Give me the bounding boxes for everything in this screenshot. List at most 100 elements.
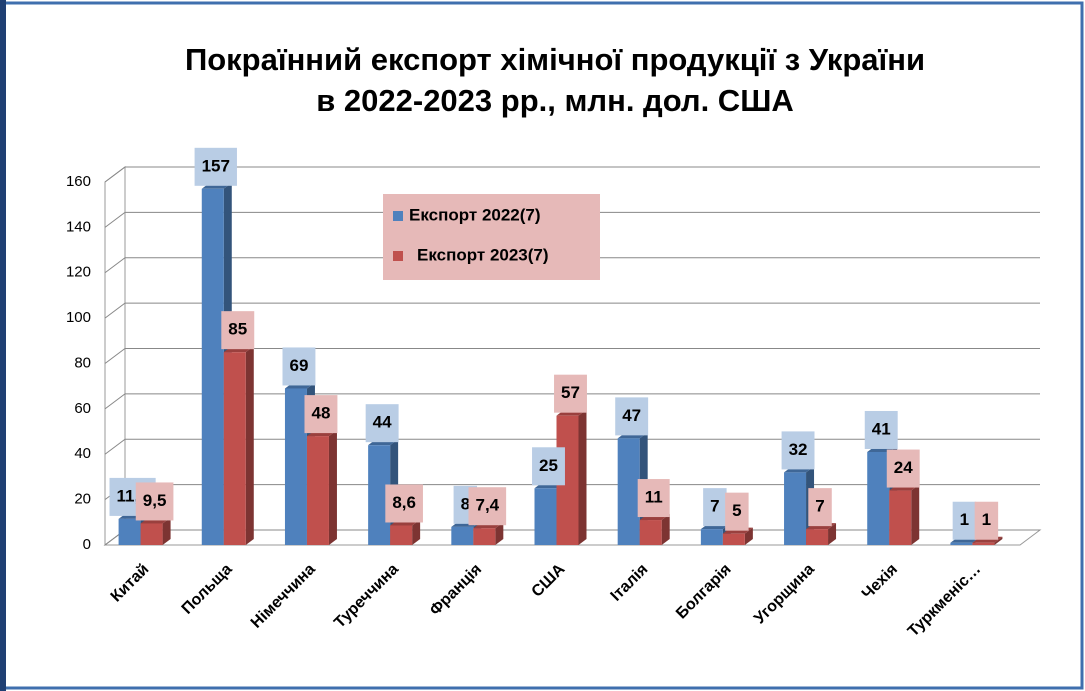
chart-title: в 2022-2023 рр., млн. дол. США	[316, 83, 794, 118]
frame-edge	[0, 0, 6, 691]
value-label: 69	[289, 356, 308, 375]
bar-side	[828, 523, 837, 545]
bar-front	[972, 542, 995, 545]
value-label: 44	[373, 413, 392, 432]
value-label-box	[781, 431, 815, 470]
value-label: 24	[894, 458, 913, 477]
bar-side	[162, 517, 171, 545]
value-label-box	[952, 501, 977, 540]
bar-front	[889, 490, 912, 545]
grid-line	[104, 438, 1040, 455]
y-tick-label: 160	[66, 173, 91, 190]
y-tick-label: 20	[74, 491, 91, 508]
value-label-box	[194, 147, 237, 186]
legend-label: Експорт 2022(7)	[409, 205, 541, 224]
bar-front	[722, 533, 745, 545]
value-label-box	[532, 447, 565, 486]
bar	[806, 523, 837, 545]
value-label-box	[365, 404, 399, 443]
y-tick-label: 0	[83, 536, 91, 553]
grid-line	[104, 211, 1040, 228]
grid-line	[104, 302, 1040, 319]
y-tick-label: 100	[66, 309, 91, 326]
bar	[639, 514, 670, 545]
bar-front	[223, 352, 246, 545]
y-tick-label: 140	[66, 218, 91, 235]
bar	[473, 522, 504, 545]
value-label-box	[864, 410, 898, 449]
legend-label: Експорт 2023(7)	[417, 245, 549, 264]
value-label: 41	[872, 419, 891, 438]
legend-swatch	[393, 251, 403, 261]
value-label-box	[808, 488, 832, 527]
bar-front	[118, 518, 141, 545]
bar-side	[578, 409, 587, 545]
value-label: 11	[645, 488, 663, 507]
bar-side	[495, 522, 504, 545]
value-label-box	[637, 479, 670, 518]
y-tick-label: 40	[74, 445, 91, 462]
bar	[223, 346, 254, 545]
value-label: 57	[561, 383, 580, 402]
value-label-box	[282, 347, 316, 386]
bar	[390, 519, 421, 545]
bar-front	[201, 188, 224, 545]
chart-title: Покраїнний експорт хімічної продукції з …	[185, 42, 925, 77]
bar-side	[412, 519, 421, 545]
value-label-box	[703, 488, 727, 527]
value-label: 8	[461, 494, 470, 513]
value-label: 7	[710, 497, 719, 516]
bar-front	[140, 523, 163, 545]
value-label-box	[554, 374, 587, 413]
value-label: 85	[228, 320, 247, 339]
value-label-box	[135, 482, 174, 521]
bar-side	[661, 514, 670, 545]
value-label: 157	[202, 156, 230, 175]
bar-side	[994, 536, 1003, 545]
value-label: 47	[622, 406, 641, 425]
bar-side	[328, 430, 337, 545]
value-label-box	[468, 487, 507, 526]
value-label: 9,5	[143, 491, 167, 510]
bar-front	[534, 488, 557, 545]
value-label-box	[974, 501, 999, 540]
y-tick-label: 120	[66, 264, 91, 281]
legend-swatch	[393, 211, 403, 221]
legend-box	[383, 194, 600, 280]
value-label: 7	[815, 497, 824, 516]
bar-front	[784, 472, 807, 545]
bar-front	[284, 388, 307, 545]
value-label-box	[615, 397, 649, 436]
bar-front	[390, 525, 413, 545]
bar-front	[639, 520, 662, 545]
bar	[306, 430, 337, 545]
value-label: 1	[960, 510, 969, 529]
value-label: 25	[539, 456, 558, 475]
bar-front	[451, 526, 474, 545]
value-label: 1	[982, 510, 991, 529]
y-tick-label: 80	[74, 354, 91, 371]
grid-line	[104, 166, 1040, 183]
value-label: 5	[732, 501, 741, 520]
bar-front	[368, 445, 391, 545]
value-label: 32	[789, 440, 808, 459]
value-label-box	[886, 449, 920, 488]
bar-front	[473, 528, 496, 545]
bar	[140, 517, 171, 545]
value-label: 8,6	[392, 493, 416, 512]
value-label: 7,4	[475, 496, 499, 515]
bar-front	[950, 542, 973, 545]
bar-side	[744, 527, 753, 545]
value-label-box	[304, 395, 338, 434]
bar-front	[700, 529, 723, 545]
value-label-box	[725, 492, 749, 531]
bar	[889, 484, 920, 545]
bar-side	[245, 346, 254, 545]
value-label-box	[385, 484, 423, 523]
y-tick-label: 60	[74, 400, 91, 417]
bar-side	[911, 484, 920, 545]
grid-line	[104, 348, 1040, 364]
value-label-box	[221, 311, 255, 350]
